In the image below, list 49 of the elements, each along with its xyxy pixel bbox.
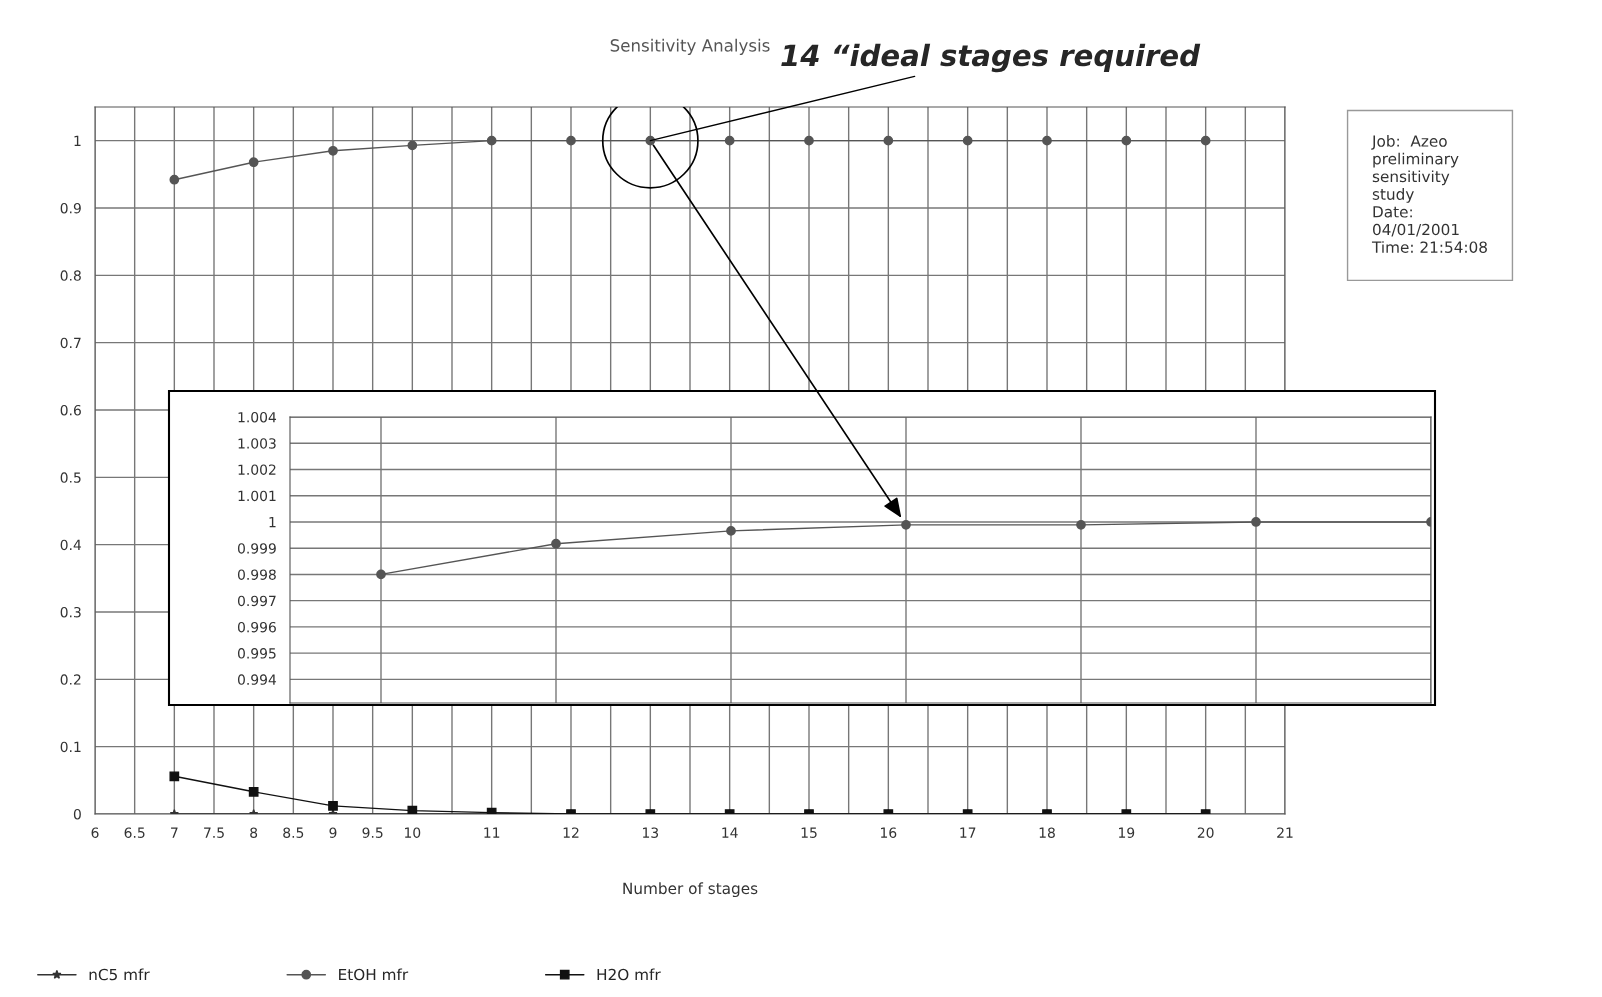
legend-label: nC5 mfr — [89, 968, 150, 981]
x-tick-label: 7.5 — [204, 827, 224, 838]
y-tick-label: 0.1 — [60, 741, 81, 753]
x-tick-label: 9.5 — [362, 827, 383, 838]
x-tick-label: 6 — [91, 827, 99, 838]
x-tick-label: 6.5 — [124, 827, 145, 838]
x-tick-label: 7 — [171, 827, 178, 838]
x-tick-label: 21 — [1277, 827, 1293, 838]
x-tick-label: 20 — [1197, 827, 1214, 838]
y-tick-label: 1.004 — [238, 411, 277, 423]
y-tick-label: 0.8 — [60, 270, 81, 281]
y-tick-label: 0 — [73, 808, 81, 820]
x-axis-title: Number of stages — [623, 882, 758, 898]
x-tick-label: 10 — [405, 827, 421, 838]
x-tick-label: 9 — [329, 827, 337, 838]
legend-label: EtOH mfr — [339, 968, 409, 981]
x-tick-label: 16 — [881, 827, 897, 838]
y-tick-label: 0.994 — [237, 674, 277, 685]
chart-title: Sensitivity Analysis — [610, 38, 770, 55]
x-tick-label: 17 — [960, 827, 976, 838]
y-tick-label: 0.997 — [237, 595, 276, 607]
y-tick-label: 1.001 — [238, 490, 276, 502]
y-tick-label: 1.003 — [238, 438, 276, 449]
x-tick-label: 15 — [801, 827, 817, 838]
x-tick-label: 13 — [643, 827, 659, 838]
y-tick-label: 1 — [74, 135, 81, 146]
x-tick-label: 12 — [563, 827, 579, 838]
y-tick-label: 0.9 — [60, 202, 81, 214]
y-tick-label: 0.4 — [60, 539, 82, 551]
y-tick-label: 0.7 — [60, 337, 81, 349]
annotation: 14 “ideal stages required — [781, 43, 1201, 73]
text: Job: Azeo preliminary sensitivity study Date: 04/01/2001 Time: 21:54:08 — [1371, 135, 1487, 253]
y-tick-label: 0.998 — [237, 569, 276, 580]
y-tick-label: 0.5 — [60, 472, 81, 483]
y-tick-label: 1.002 — [238, 464, 276, 475]
x-tick-label: 14 — [722, 827, 738, 838]
y-tick-label: 0.996 — [237, 621, 276, 633]
y-tick-label: 0.999 — [237, 543, 276, 554]
x-tick-label: 8.5 — [283, 827, 304, 838]
x-tick-label: 8 — [250, 827, 258, 838]
y-tick-label: 0.995 — [237, 648, 276, 659]
y-tick-label: 0.3 — [60, 606, 81, 618]
y-tick-label: 0.6 — [60, 404, 81, 416]
x-tick-label: 11 — [484, 827, 500, 838]
legend-label: H2O mfr — [597, 968, 661, 981]
x-tick-label: 19 — [1119, 827, 1135, 838]
y-tick-label: 0.2 — [60, 674, 81, 685]
x-tick-label: 18 — [1039, 827, 1055, 838]
y-tick-label: 1 — [269, 517, 276, 528]
